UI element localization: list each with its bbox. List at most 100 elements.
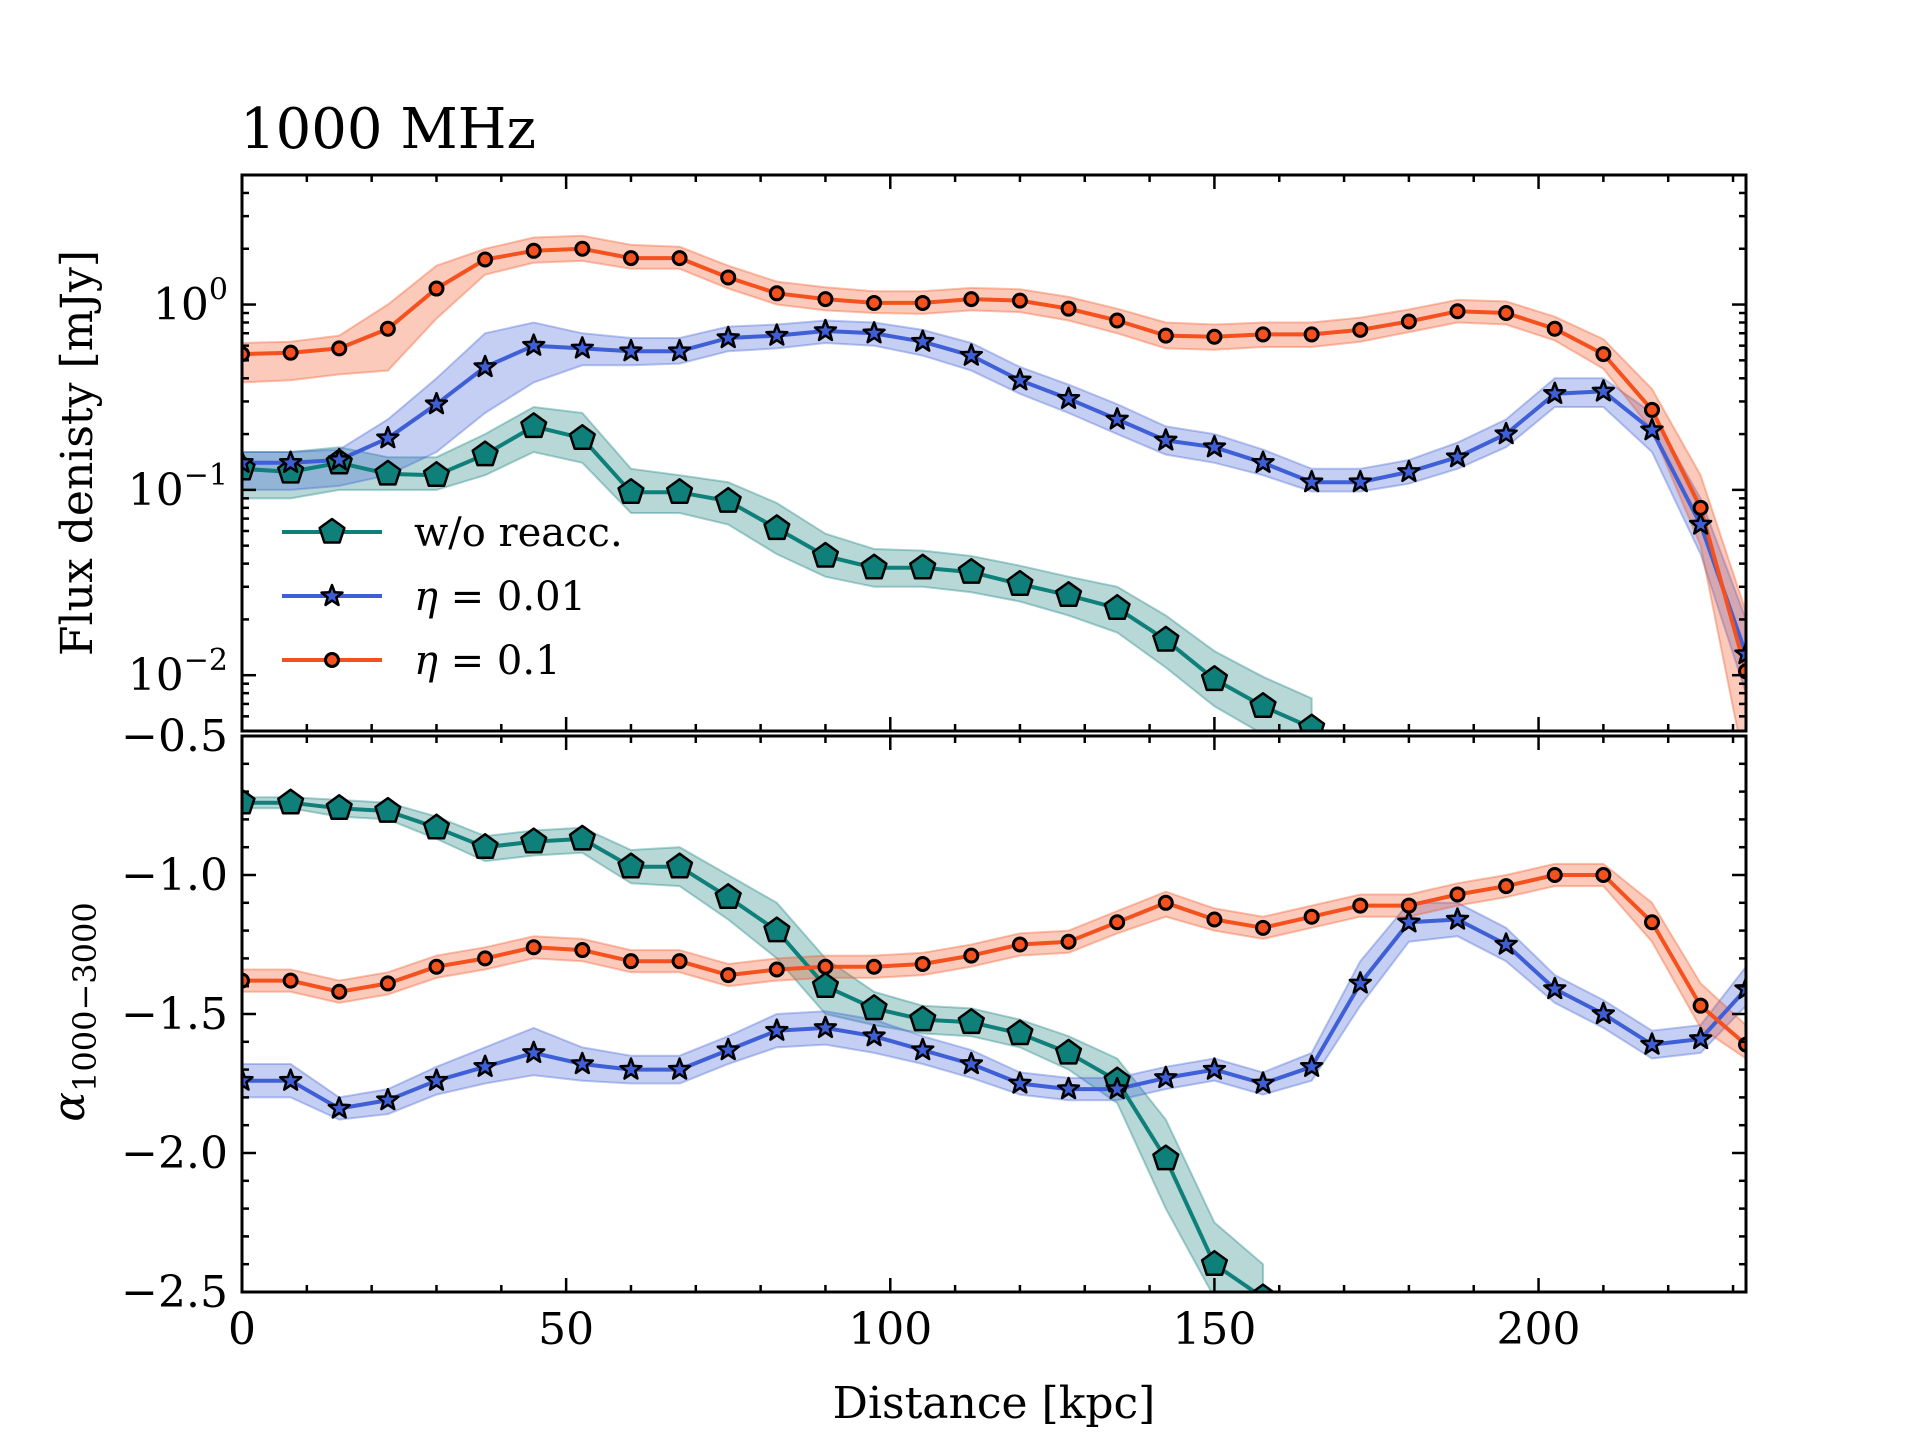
bottom-y-tick-label: −1.5	[121, 989, 228, 1040]
top-marker-eta01	[866, 294, 883, 311]
top-marker-wo	[1152, 625, 1180, 652]
bottom-marker-eta001	[522, 1040, 546, 1064]
legend-label-wo: w/o reacc.	[414, 510, 623, 556]
bottom-marker-wo	[1006, 1019, 1034, 1046]
x-tick-label: 50	[538, 1304, 594, 1355]
bottom-marker-wo	[374, 796, 402, 823]
top-marker-eta01	[379, 320, 396, 337]
bottom-marker-eta01	[622, 953, 639, 970]
top-marker-eta001	[910, 329, 935, 352]
top-marker-eta001	[1591, 379, 1616, 402]
top-marker-eta001	[1688, 512, 1713, 535]
top-marker-wo	[1103, 593, 1131, 620]
bottom-marker-eta001	[1734, 976, 1746, 1000]
legend-marker-eta001	[320, 583, 344, 607]
top-marker-eta01	[428, 280, 445, 297]
top-marker-eta001	[1299, 469, 1324, 493]
top-marker-eta01	[1011, 292, 1028, 309]
bottom-marker-wo	[325, 794, 353, 821]
legend-marker-eta01	[324, 652, 340, 668]
bottom-marker-wo	[617, 852, 645, 879]
top-marker-eta01	[1352, 321, 1369, 338]
bottom-marker-eta01	[720, 967, 737, 984]
bottom-marker-eta001	[424, 1068, 449, 1091]
top-marker-eta001	[619, 338, 643, 362]
bottom-y-axis-label: α1000−3000	[44, 902, 104, 1121]
bottom-marker-eta01	[242, 972, 250, 989]
top-markers	[242, 240, 1746, 731]
top-marker-eta001	[1734, 641, 1746, 665]
top-marker-eta01	[477, 251, 494, 268]
legend-marker-wo	[318, 517, 346, 544]
top-marker-wo	[1054, 581, 1083, 608]
top-marker-wo	[471, 440, 499, 467]
top-marker-eta01	[282, 344, 299, 361]
top-marker-eta001	[327, 447, 351, 471]
bottom-marker-eta01	[1011, 936, 1028, 953]
top-marker-eta01	[963, 291, 980, 308]
top-marker-eta001	[716, 325, 740, 349]
bottom-marker-eta01	[963, 947, 980, 964]
bottom-marker-eta001	[1008, 1071, 1032, 1094]
bottom-marker-eta01	[574, 942, 591, 959]
bottom-marker-wo	[568, 824, 596, 851]
top-marker-wo	[1200, 665, 1229, 692]
top-marker-wo	[811, 541, 840, 568]
top-marker-wo	[909, 553, 937, 580]
bottom-marker-eta001	[570, 1051, 595, 1075]
bottom-marker-eta001	[1348, 971, 1372, 994]
bottom-marker-eta001	[242, 1068, 254, 1091]
x-tick-label: 0	[228, 1304, 256, 1355]
bottom-marker-eta001	[910, 1037, 935, 1061]
top-marker-eta001	[1154, 428, 1178, 451]
bottom-bands	[242, 796, 1746, 1292]
bottom-marker-eta01	[477, 950, 494, 967]
bottom-marker-wo	[242, 788, 256, 815]
top-marker-eta01	[622, 250, 639, 267]
top-marker-wo	[1298, 713, 1326, 731]
top-marker-eta01	[1692, 499, 1709, 516]
top-marker-eta01	[525, 242, 542, 259]
bottom-band-eta01	[242, 862, 1746, 1060]
top-marker-wo	[1006, 569, 1034, 596]
top-marker-eta001	[424, 391, 449, 415]
top-marker-eta01	[1255, 326, 1272, 343]
bottom-marker-eta01	[282, 972, 299, 989]
bottom-axes-frame	[240, 734, 1748, 1294]
top-marker-eta01	[768, 285, 785, 302]
top-marker-eta01	[1206, 328, 1223, 345]
bottom-marker-eta001	[716, 1037, 740, 1061]
top-marker-eta01	[671, 250, 688, 267]
top-y-tick-label: 100	[153, 273, 228, 331]
top-marker-eta01	[574, 240, 591, 257]
top-y-tick-label: 10−1	[128, 458, 228, 516]
top-marker-wo	[1249, 692, 1277, 719]
bottom-marker-eta001	[1105, 1076, 1129, 1100]
bottom-marker-wo	[909, 1005, 937, 1032]
bottom-y-axis-label-main: α	[44, 1092, 95, 1122]
bottom-marker-eta01	[331, 983, 348, 1000]
top-marker-eta01	[1498, 305, 1515, 322]
bottom-marker-eta001	[327, 1096, 351, 1119]
bottom-marker-wo	[1152, 1144, 1180, 1171]
top-marker-eta001	[1640, 417, 1664, 441]
top-marker-eta01	[1303, 326, 1320, 343]
bottom-marker-eta001	[376, 1087, 400, 1111]
bottom-marker-eta01	[1400, 897, 1417, 914]
bottom-marker-eta01	[379, 975, 396, 992]
bottom-marker-eta01	[914, 955, 931, 972]
bottom-marker-wo	[1054, 1038, 1083, 1065]
top-marker-eta001	[376, 425, 400, 449]
bottom-marker-eta01	[428, 958, 445, 975]
top-band-eta01	[242, 234, 1746, 731]
top-marker-eta001	[473, 354, 497, 378]
top-marker-eta01	[914, 294, 931, 311]
bottom-marker-eta001	[1494, 932, 1518, 955]
top-marker-eta01	[1546, 320, 1563, 337]
bottom-marker-wo	[714, 882, 742, 910]
top-marker-wo	[422, 460, 451, 487]
bottom-y-tick-label: −2.0	[121, 1128, 228, 1179]
bottom-marker-wo	[860, 994, 888, 1021]
top-marker-wo	[957, 557, 985, 584]
